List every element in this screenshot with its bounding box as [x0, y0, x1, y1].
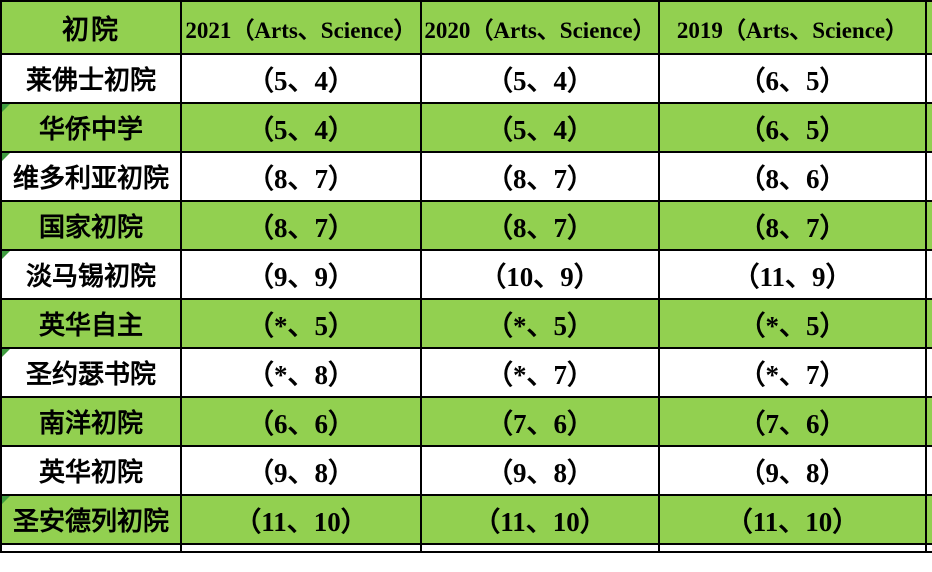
cell-school: 英华初院	[0, 445, 182, 496]
table-row: 圣约瑟书院 （*、8） （*、7） （*、7）	[0, 347, 932, 398]
cell-2021: （*、8）	[180, 347, 422, 398]
cell-school: 淡马锡初院	[0, 249, 182, 300]
cell-2019: （6、5）	[658, 53, 927, 104]
cell-2019: （9、8）	[658, 445, 927, 496]
cell-2021: （5、4）	[180, 53, 422, 104]
cell-cropped-column	[925, 347, 932, 398]
cell-cropped-column	[925, 102, 932, 153]
cell-2019: （*、5）	[658, 298, 927, 349]
header-2021: 2021（Arts、Science）	[180, 0, 422, 55]
table-row-partial	[0, 543, 932, 553]
cell-2020: （5、4）	[420, 102, 660, 153]
cell-2019: （8、7）	[658, 200, 927, 251]
cell-empty	[925, 543, 932, 553]
table-row: 维多利亚初院 （8、7） （8、7） （8、6）	[0, 151, 932, 202]
cell-school: 英华自主	[0, 298, 182, 349]
cell-cropped-column	[925, 249, 932, 300]
cell-2020: （5、4）	[420, 53, 660, 104]
cell-2021: （9、9）	[180, 249, 422, 300]
cell-2021: （11、10）	[180, 494, 422, 545]
cell-2019: （11、9）	[658, 249, 927, 300]
cell-cropped-column	[925, 151, 932, 202]
cell-2019: （7、6）	[658, 396, 927, 447]
cell-school: 南洋初院	[0, 396, 182, 447]
cell-school: 莱佛士初院	[0, 53, 182, 104]
cell-2021: （5、4）	[180, 102, 422, 153]
cell-2019: （6、5）	[658, 102, 927, 153]
table-row: 英华自主 （*、5） （*、5） （*、5）	[0, 298, 932, 349]
cell-cropped-column	[925, 298, 932, 349]
cell-cropped-column	[925, 53, 932, 104]
cell-2020: （*、5）	[420, 298, 660, 349]
cell-school: 维多利亚初院	[0, 151, 182, 202]
table-row: 莱佛士初院 （5、4） （5、4） （6、5）	[0, 53, 932, 104]
header-2019: 2019（Arts、Science）	[658, 0, 927, 55]
table-row: 南洋初院 （6、6） （7、6） （7、6）	[0, 396, 932, 447]
cell-2021: （8、7）	[180, 151, 422, 202]
cell-school: 国家初院	[0, 200, 182, 251]
cell-2021: （9、8）	[180, 445, 422, 496]
cell-school: 华侨中学	[0, 102, 182, 153]
cell-2021: （6、6）	[180, 396, 422, 447]
cell-2019: （11、10）	[658, 494, 927, 545]
table-row: 英华初院 （9、8） （9、8） （9、8）	[0, 445, 932, 496]
cell-2021: （8、7）	[180, 200, 422, 251]
cell-2020: （8、7）	[420, 200, 660, 251]
cell-cropped-column	[925, 494, 932, 545]
table-row: 淡马锡初院 （9、9） （10、9） （11、9）	[0, 249, 932, 300]
header-2020: 2020（Arts、Science）	[420, 0, 660, 55]
cell-empty	[420, 543, 660, 553]
table-row: 圣安德列初院 （11、10） （11、10） （11、10）	[0, 494, 932, 545]
cell-2020: （8、7）	[420, 151, 660, 202]
header-school: 初院	[0, 0, 182, 55]
table-row: 国家初院 （8、7） （8、7） （8、7）	[0, 200, 932, 251]
cell-2020: （7、6）	[420, 396, 660, 447]
cell-empty	[0, 543, 182, 553]
cell-cropped-column	[925, 200, 932, 251]
cell-2020: （*、7）	[420, 347, 660, 398]
cell-cropped-column	[925, 396, 932, 447]
table-row: 华侨中学 （5、4） （5、4） （6、5）	[0, 102, 932, 153]
cell-2020: （11、10）	[420, 494, 660, 545]
cell-2019: （*、7）	[658, 347, 927, 398]
cell-2021: （*、5）	[180, 298, 422, 349]
jc-cutoff-table: 初院 2021（Arts、Science） 2020（Arts、Science）…	[0, 0, 932, 553]
header-cropped-column	[925, 0, 932, 55]
cell-empty	[180, 543, 422, 553]
header-row: 初院 2021（Arts、Science） 2020（Arts、Science）…	[0, 0, 932, 55]
cell-school: 圣安德列初院	[0, 494, 182, 545]
cell-cropped-column	[925, 445, 932, 496]
cell-2020: （10、9）	[420, 249, 660, 300]
cell-2020: （9、8）	[420, 445, 660, 496]
cell-empty	[658, 543, 927, 553]
cell-school: 圣约瑟书院	[0, 347, 182, 398]
cell-2019: （8、6）	[658, 151, 927, 202]
